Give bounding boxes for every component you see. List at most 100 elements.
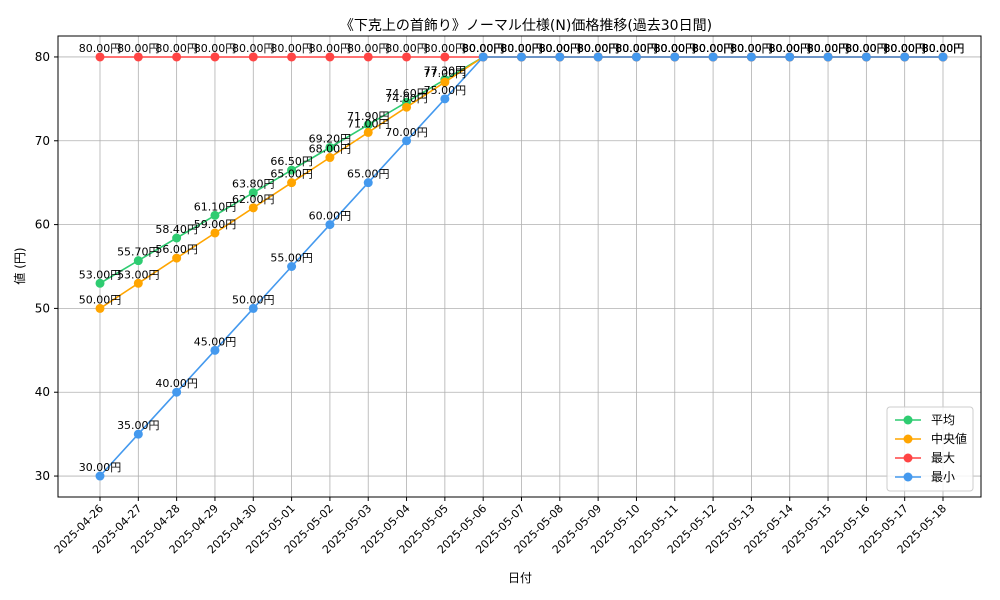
plot-area — [58, 36, 981, 497]
data-point — [440, 94, 450, 104]
data-point — [95, 52, 105, 62]
legend-marker — [903, 415, 913, 425]
data-label: 80.00円 — [692, 42, 735, 55]
data-label: 45.00円 — [194, 335, 237, 348]
data-label: 80.00円 — [807, 42, 850, 55]
x-axis-label: 日付 — [508, 571, 532, 585]
data-point — [670, 52, 680, 62]
data-label: 80.00円 — [500, 42, 543, 55]
data-label: 66.50円 — [270, 155, 313, 168]
data-point — [287, 165, 297, 175]
data-label: 80.00円 — [577, 42, 620, 55]
data-point — [363, 178, 373, 188]
data-label: 80.00円 — [500, 42, 543, 55]
data-point — [325, 153, 335, 163]
data-label: 80.00円 — [883, 42, 926, 55]
data-point — [210, 210, 220, 220]
data-label: 80.00円 — [922, 42, 965, 55]
data-label: 77.30円 — [424, 65, 467, 78]
y-tick-label: 60 — [35, 218, 50, 232]
data-label: 80.00円 — [462, 42, 505, 55]
data-label: 80.00円 — [845, 42, 888, 55]
y-axis: 30 40 50 60 70 80 — [35, 50, 58, 483]
data-label: 80.00円 — [845, 42, 888, 55]
legend-box — [886, 406, 974, 492]
data-point — [440, 52, 450, 62]
data-label: 35.00円 — [117, 419, 160, 432]
data-label: 80.00円 — [922, 42, 965, 55]
y-tick-label: 70 — [35, 134, 50, 148]
data-label: 59.00円 — [194, 218, 237, 231]
series-group — [95, 52, 948, 481]
data-label: 80.00円 — [462, 42, 505, 55]
data-point — [785, 52, 795, 62]
data-label: 56.00円 — [155, 243, 198, 256]
data-point — [325, 220, 335, 230]
data-point — [402, 52, 412, 62]
data-label: 80.00円 — [615, 42, 658, 55]
data-point — [287, 178, 297, 188]
data-label: 75.00円 — [424, 84, 467, 97]
data-point — [133, 256, 143, 266]
data-point — [363, 127, 373, 137]
data-point — [402, 102, 412, 112]
data-label: 80.00円 — [730, 42, 773, 55]
data-label: 80.00円 — [730, 42, 773, 55]
data-label: 80.00円 — [730, 42, 773, 55]
data-label: 80.00円 — [270, 42, 313, 55]
data-point — [248, 188, 258, 198]
data-label: 80.00円 — [500, 42, 543, 55]
data-label: 80.00円 — [654, 42, 697, 55]
data-point — [593, 52, 603, 62]
data-label: 80.00円 — [539, 42, 582, 55]
data-labels: 53.00円 55.70円 58.40円 61.10円 63.80円 66.50円 69.2… — [79, 42, 965, 474]
data-point — [823, 52, 833, 62]
data-label: 80.00円 — [807, 42, 850, 55]
data-label: 80.00円 — [807, 42, 850, 55]
data-point — [172, 387, 182, 397]
data-label: 60.00円 — [309, 210, 352, 223]
data-label: 70.00円 — [385, 126, 428, 139]
data-label: 80.00円 — [883, 42, 926, 55]
data-label: 80.00円 — [654, 42, 697, 55]
data-point — [631, 52, 641, 62]
data-point — [95, 471, 105, 481]
data-point — [210, 345, 220, 355]
data-point — [210, 228, 220, 238]
data-point — [746, 52, 756, 62]
data-label: 80.00円 — [539, 42, 582, 55]
data-label: 80.00円 — [692, 42, 735, 55]
data-label: 80.00円 — [730, 42, 773, 55]
legend-label: 最大 — [931, 451, 955, 465]
data-point — [900, 52, 910, 62]
data-label: 30.00円 — [79, 461, 122, 474]
data-point — [708, 52, 718, 62]
data-label: 80.00円 — [922, 42, 965, 55]
legend-label: 最小 — [931, 470, 955, 484]
data-label: 80.00円 — [692, 42, 735, 55]
legend-marker — [903, 472, 913, 482]
data-label: 80.00円 — [845, 42, 888, 55]
data-label: 63.80円 — [232, 178, 275, 191]
data-point — [133, 429, 143, 439]
data-point — [363, 52, 373, 62]
data-point — [402, 136, 412, 146]
data-point — [440, 77, 450, 87]
data-label: 80.00円 — [692, 42, 735, 55]
data-label: 80.00円 — [462, 42, 505, 55]
data-label: 74.00円 — [385, 92, 428, 105]
data-point — [287, 52, 297, 62]
data-point — [172, 52, 182, 62]
data-label: 80.00円 — [768, 42, 811, 55]
data-label: 68.00円 — [309, 143, 352, 156]
data-label: 53.00円 — [79, 268, 122, 281]
data-label: 80.00円 — [615, 42, 658, 55]
data-point — [325, 142, 335, 152]
data-label: 80.00円 — [462, 42, 505, 55]
data-label: 80.00円 — [615, 42, 658, 55]
data-point — [133, 278, 143, 288]
data-label: 55.00円 — [270, 252, 313, 265]
data-label: 71.90円 — [347, 110, 390, 123]
data-label: 80.00円 — [424, 42, 467, 55]
data-label: 80.00円 — [615, 42, 658, 55]
